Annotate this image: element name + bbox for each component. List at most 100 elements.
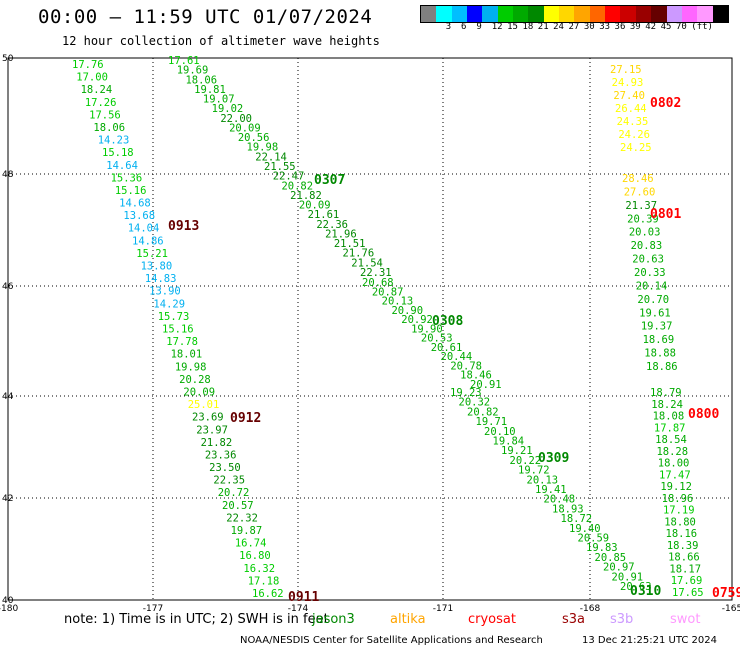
wave-height-label: 19.98 [247,142,279,154]
wave-height-label: 13.80 [141,261,173,273]
pass-id-label: 0310 [630,584,661,599]
note-text: note: 1) Time is in UTC; 2) SWH is in fe… [64,612,329,627]
color-swatch [467,6,483,22]
legend-item-swot: swot [670,612,701,627]
wave-height-label: 21.37 [625,200,657,212]
credit-line: NOAA/NESDIS Center for Satellite Applica… [240,635,543,646]
wave-height-label: 18.17 [669,563,701,575]
wave-height-label: 20.39 [627,213,659,225]
wave-height-label: 20.48 [544,494,576,506]
legend-item-s3b: s3b [610,612,634,627]
wave-height-label: 19.72 [518,465,550,477]
color-scale-bar [420,5,729,23]
wave-height-label: 19.23 [450,387,482,399]
wave-height-label: 17.69 [671,575,703,587]
color-scale-labels: 3 6 9 12 15 18 21 24 27 30 33 36 39 42 45 70 (ft) [420,22,740,34]
wave-height-label: 20.44 [441,351,473,363]
wave-height-label: 18.24 [651,399,683,411]
y-tick-label: 48 [2,170,14,180]
wave-height-label: 20.22 [510,455,542,467]
wave-height-label: 18.16 [666,528,698,540]
wave-height-label: 21.82 [201,437,233,449]
color-swatch [574,6,590,22]
wave-height-label: 20.10 [484,426,516,438]
wave-height-label: 20.87 [372,286,404,298]
wave-height-label: 15.16 [115,185,147,197]
wave-height-label: 24.26 [618,129,650,141]
wave-height-label: 20.91 [470,379,502,391]
wave-height-label: 20.97 [603,562,635,574]
wave-height-label: 20.90 [391,305,423,317]
color-swatch [513,6,529,22]
color-swatch [451,6,468,22]
wave-height-label: 20.91 [612,571,644,583]
wave-height-label: 18.24 [81,84,113,96]
color-swatch [681,6,698,22]
wave-height-label: 19.40 [569,523,601,535]
wave-height-label: 19.84 [493,436,525,448]
wave-height-label: 20.09 [183,386,215,398]
wave-height-label: 13.90 [149,286,181,298]
wave-height-label: 15.18 [102,147,134,159]
wave-height-label: 14.29 [153,298,185,310]
wave-height-label: 20.03 [629,227,661,239]
wave-height-label: 14.86 [132,235,164,247]
wave-height-label: 28.46 [622,173,654,185]
color-swatch [559,6,575,22]
wave-height-label: 22.35 [213,475,245,487]
wave-height-label: 20.63 [632,254,664,266]
wave-height-label: 21.96 [325,228,357,240]
wave-height-label: 20.61 [431,342,463,354]
wave-height-label: 20.92 [401,314,433,326]
wave-height-label: 24.93 [612,77,644,89]
color-swatch [497,6,514,22]
wave-height-label: 26.44 [615,103,647,115]
color-scale-label: 45 [660,22,672,32]
wave-height-label: 19.21 [501,445,533,457]
generated-timestamp: 13 Dec 21:25:21 UTC 2024 [582,635,717,646]
wave-height-label: 18.39 [667,540,699,552]
wave-height-label: 18.06 [185,74,217,86]
wave-height-label: 18.01 [171,349,203,361]
wave-height-label: 17.00 [76,72,108,84]
satellite-track-0308: 20.6820.8720.1320.9020.9219.9020.5320.61… [362,277,502,391]
wave-height-label: 19.81 [194,84,226,96]
wave-height-label: 19.41 [535,484,567,496]
color-scale-label: 27 [568,22,580,32]
y-tick-label: 46 [2,282,14,292]
color-scale-label: 42 [645,22,657,32]
wave-height-label: 23.36 [205,449,237,461]
wave-height-label: 23.69 [192,412,224,424]
x-tick-label: -171 [433,604,453,614]
satellite-track-0913: 17.7617.0018.2417.2617.5618.0614.2315.18… [72,59,284,600]
wave-height-label: 23.97 [196,424,228,436]
legend-item-cryosat: cryosat [468,612,516,627]
wave-height-label: 21.55 [264,161,296,173]
wave-height-label: 20.70 [637,294,669,306]
wave-height-label: 18.93 [552,503,584,515]
wave-height-label: 19.87 [231,525,263,537]
wave-height-label: 20.53 [421,333,453,345]
wave-height-label: 19.83 [586,542,618,554]
y-tick-label: 50 [2,54,14,64]
wave-height-label: 25.01 [188,399,220,411]
wave-height-label: 18.08 [653,411,685,423]
wave-height-label: 17.61 [168,55,200,67]
wave-height-label: 17.78 [166,336,198,348]
wave-height-label: 13.68 [123,210,155,222]
wave-height-label: 18.06 [93,122,125,134]
color-scale-label: 21 [537,22,549,32]
wave-height-label: 17.76 [72,59,104,71]
wave-height-label: 15.73 [158,311,190,323]
pass-id-label: 0913 [168,219,199,234]
color-scale-label: 30 [583,22,595,32]
y-tick-label: 40 [2,596,14,606]
wave-height-label: 16.32 [243,563,275,575]
legend-item-jason3: jason3 [312,612,355,627]
wave-height-label: 18.79 [650,387,682,399]
wave-height-label: 22.36 [316,219,348,231]
wave-height-label: 20.09 [229,122,261,134]
y-tick-label: 44 [2,392,14,402]
wave-height-label: 21.51 [334,238,366,250]
color-scale-label: 70 [675,22,687,32]
